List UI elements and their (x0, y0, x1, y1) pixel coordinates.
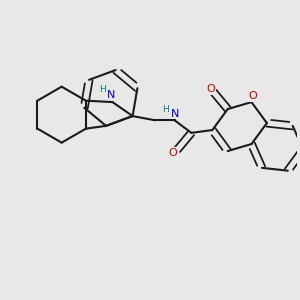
Text: N: N (107, 90, 115, 100)
Text: N: N (170, 109, 179, 119)
Text: H: H (99, 85, 106, 94)
Text: O: O (206, 84, 215, 94)
Text: O: O (249, 91, 257, 101)
Text: H: H (162, 105, 169, 114)
Text: O: O (169, 148, 177, 158)
